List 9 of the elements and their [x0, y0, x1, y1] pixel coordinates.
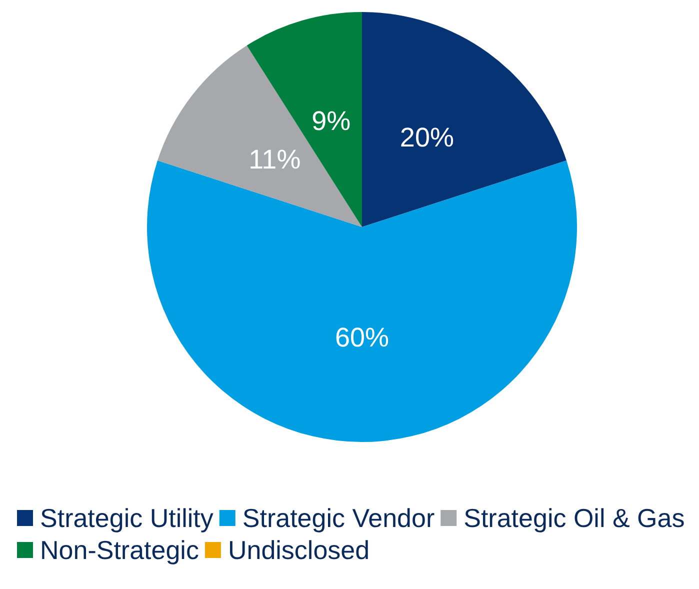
data-label: 9% [312, 106, 351, 136]
legend-label: Non-Strategic [40, 535, 199, 565]
legend-label: Strategic Oil & Gas [464, 503, 685, 533]
data-label: 11% [248, 144, 301, 174]
legend-label: Undisclosed [228, 535, 370, 565]
data-label: 60% [334, 322, 390, 352]
legend-label: Strategic Vendor [242, 503, 435, 533]
legend-label: Strategic Utility [40, 503, 214, 533]
data-label: 20% [400, 122, 454, 153]
